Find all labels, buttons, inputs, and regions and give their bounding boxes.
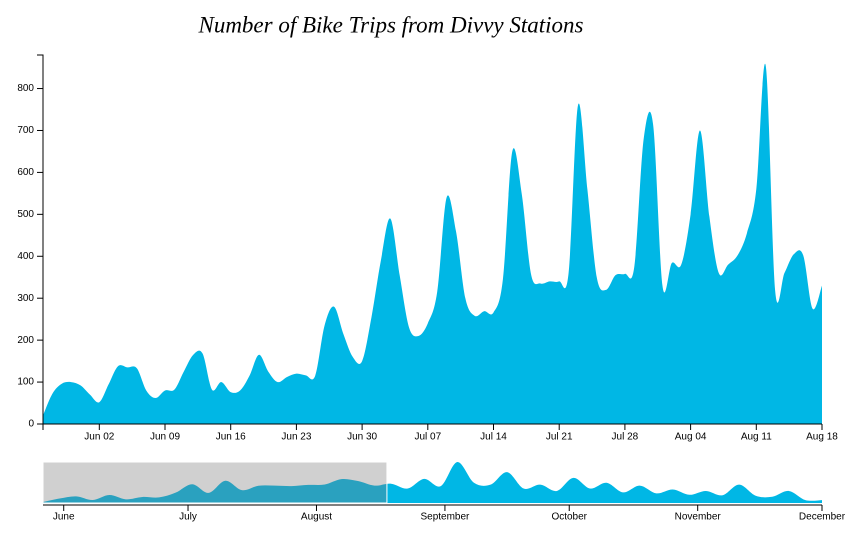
context-tick-label: December	[799, 512, 846, 523]
y-axis	[37, 54, 44, 425]
context-tick-label: September	[420, 512, 470, 523]
y-tick-label: 200	[17, 335, 34, 346]
x-tick-label: Aug 18	[806, 432, 838, 443]
x-tick-label: Jun 02	[84, 432, 114, 443]
y-tick-label: 700	[17, 125, 34, 136]
y-tick-label: 100	[17, 377, 34, 388]
context-tick-label: November	[675, 512, 722, 523]
x-tick-label: Jun 23	[281, 432, 311, 443]
y-tick-label: 500	[17, 209, 34, 220]
x-tick-label: Jul 21	[546, 432, 573, 443]
y-tick-label: 300	[17, 293, 34, 304]
y-tick-label: 0	[28, 419, 34, 430]
context-area	[43, 461, 822, 503]
x-tick-label: Jun 09	[150, 432, 180, 443]
x-tick-label: Jul 14	[480, 432, 507, 443]
context-tick-label: October	[551, 512, 587, 523]
x-tick-label: Jun 16	[216, 432, 246, 443]
chart-title: Number of Bike Trips from Divvy Stations	[197, 12, 583, 37]
x-tick-label: Jul 07	[414, 432, 441, 443]
context-tick-label: August	[301, 512, 332, 523]
area	[43, 63, 822, 424]
y-tick-label: 400	[17, 251, 34, 262]
x-tick-label: Jun 30	[347, 432, 377, 443]
context-tick-label: July	[179, 512, 197, 523]
y-tick-label: 600	[17, 167, 34, 178]
x-tick-label: Jul 28	[612, 432, 639, 443]
brush[interactable]	[42, 461, 388, 504]
y-tick-label: 800	[17, 83, 34, 94]
x-tick-label: Aug 04	[675, 432, 707, 443]
context-tick-label: June	[53, 512, 75, 523]
x-tick-label: Aug 11	[741, 432, 772, 443]
